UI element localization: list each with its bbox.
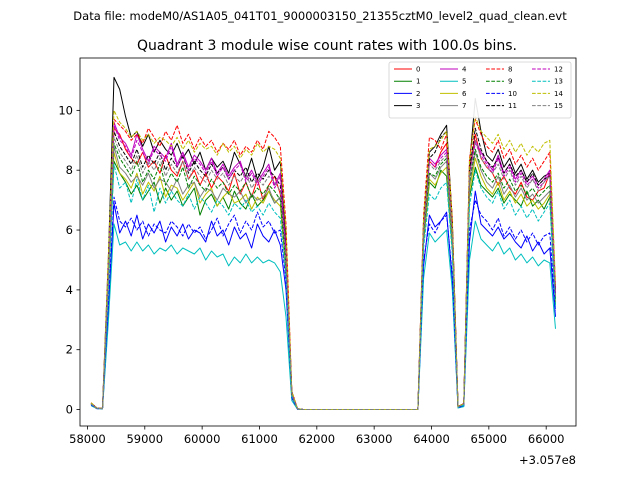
series-line-2 xyxy=(90,190,556,410)
legend-label-5: 5 xyxy=(462,78,466,86)
y-tick-label: 10 xyxy=(58,103,73,117)
legend-label-11: 11 xyxy=(508,102,517,110)
y-tick-label: 4 xyxy=(66,283,73,297)
x-tick-label: 60000 xyxy=(184,432,221,446)
y-tick-label: 8 xyxy=(66,163,73,177)
plot-area: 58000 59000 60000 61000 62000 63000 64000 65000… xyxy=(58,57,577,467)
series-line-0 xyxy=(90,127,556,410)
x-tick-label: 65000 xyxy=(471,432,508,446)
legend-label-0: 0 xyxy=(416,66,420,74)
legend-label-8: 8 xyxy=(508,66,512,74)
series-line-15 xyxy=(90,136,556,410)
legend-label-10: 10 xyxy=(508,90,517,98)
legend-label-15: 15 xyxy=(554,102,563,110)
series-line-12 xyxy=(90,124,556,410)
series-line-14 xyxy=(90,109,556,410)
series-line-1 xyxy=(90,160,556,410)
legend-label-13: 13 xyxy=(554,78,563,86)
x-tick-label: 66000 xyxy=(528,432,565,446)
x-tick-label: 63000 xyxy=(356,432,393,446)
y-tick-label: 0 xyxy=(66,403,73,417)
legend-label-12: 12 xyxy=(554,66,563,74)
y-tick-label: 6 xyxy=(66,223,73,237)
x-tick-label: 61000 xyxy=(241,432,278,446)
legend-box xyxy=(388,61,572,119)
x-tick-label: 59000 xyxy=(126,432,163,446)
axes-frame xyxy=(79,57,577,427)
x-tick-label: 58000 xyxy=(69,432,106,446)
legend-label-3: 3 xyxy=(416,102,420,110)
series-group xyxy=(90,76,556,410)
x-tick-label: 64000 xyxy=(413,432,450,446)
chart-title: Quadrant 3 module wise count rates with … xyxy=(137,38,517,54)
legend-label-7: 7 xyxy=(462,102,466,110)
legend-label-6: 6 xyxy=(462,90,467,98)
legend-label-4: 4 xyxy=(462,66,467,74)
legend-label-14: 14 xyxy=(554,90,563,98)
figure-suptitle: Data file: modeM0/AS1A05_041T01_90000031… xyxy=(73,9,567,23)
x-offset-label: +3.057e8 xyxy=(519,453,576,467)
legend-label-2: 2 xyxy=(416,90,420,98)
x-tick-label: 62000 xyxy=(299,432,336,446)
legend-label-9: 9 xyxy=(508,78,512,86)
legend-label-1: 1 xyxy=(416,78,420,86)
series-line-9 xyxy=(90,142,556,410)
y-tick-label: 2 xyxy=(66,343,73,357)
series-line-5 xyxy=(90,220,556,410)
